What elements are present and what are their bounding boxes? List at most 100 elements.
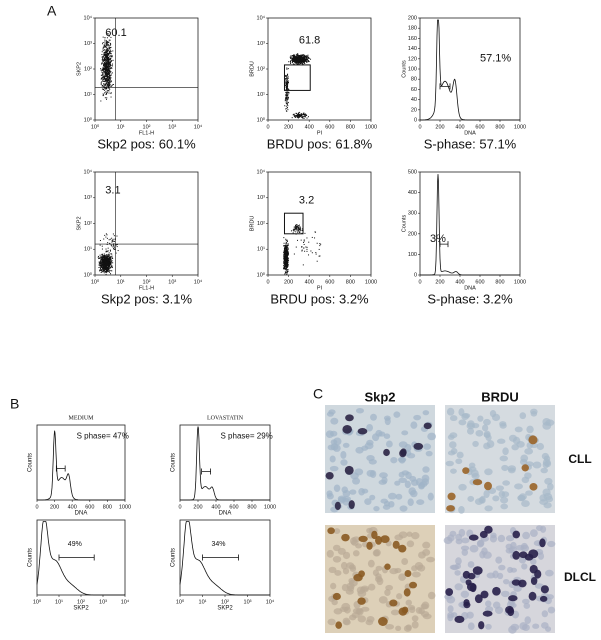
- event-dot: [103, 94, 104, 95]
- x-tick-label: 600: [229, 504, 238, 510]
- cell: [530, 409, 538, 415]
- event-dot: [285, 271, 286, 272]
- cell: [448, 434, 455, 439]
- event-dot: [110, 67, 111, 68]
- cell: [368, 560, 375, 568]
- y-tick-label: 10¹: [84, 247, 92, 253]
- cell: [412, 572, 421, 578]
- cell: [353, 550, 360, 556]
- event-dot: [105, 267, 106, 268]
- event-dot: [101, 79, 102, 80]
- event-dot: [110, 58, 111, 59]
- cell: [546, 496, 553, 502]
- event-dot: [100, 245, 101, 246]
- event-dot: [310, 250, 311, 251]
- event-dot: [110, 65, 111, 66]
- panel-label: C: [313, 386, 323, 402]
- event-dot: [104, 52, 105, 53]
- cell: [428, 592, 436, 599]
- event-dot: [104, 63, 105, 64]
- event-dot: [306, 55, 307, 56]
- stained-nucleus: [507, 607, 514, 616]
- cell: [390, 457, 397, 463]
- event-dot: [102, 249, 103, 250]
- cell: [404, 625, 412, 632]
- cell: [455, 563, 461, 569]
- event-dot: [319, 256, 320, 257]
- event-dot: [101, 63, 102, 64]
- cell: [522, 599, 530, 604]
- event-dot: [109, 69, 110, 70]
- event-dot: [112, 72, 113, 73]
- cell: [483, 443, 490, 450]
- event-dot: [310, 59, 311, 60]
- event-dot: [304, 239, 305, 240]
- event-dot: [110, 62, 111, 63]
- event-dot: [104, 72, 105, 73]
- event-dot: [284, 248, 285, 249]
- y-axis-label: Counts: [171, 548, 177, 567]
- cell: [346, 562, 354, 569]
- event-dot: [301, 54, 302, 55]
- event-dot: [110, 259, 111, 260]
- event-dot: [98, 258, 99, 259]
- cell: [502, 491, 510, 497]
- event-dot: [295, 58, 296, 59]
- event-dot: [106, 256, 107, 257]
- event-dot: [104, 253, 105, 254]
- event-dot: [107, 238, 108, 239]
- cell: [448, 605, 454, 612]
- event-dot: [295, 115, 296, 116]
- event-dot: [317, 261, 318, 262]
- x-tick-label: 200: [435, 279, 444, 285]
- event-dot: [108, 35, 109, 36]
- event-dot: [288, 260, 289, 261]
- event-dot: [109, 89, 110, 90]
- event-dot: [285, 259, 286, 260]
- stained-nucleus: [358, 428, 368, 434]
- event-dot: [109, 88, 110, 89]
- y-axis-label: Counts: [28, 453, 34, 472]
- stained-nucleus: [371, 531, 377, 539]
- event-dot: [315, 252, 316, 253]
- event-dot: [104, 84, 105, 85]
- event-dot: [103, 49, 104, 50]
- event-dot: [104, 81, 105, 82]
- plot-title: LOVASTATIN: [207, 415, 244, 421]
- stained-nucleus: [366, 542, 372, 550]
- y-tick-label: 180: [408, 26, 417, 32]
- event-dot: [104, 268, 105, 269]
- event-dot: [287, 77, 288, 78]
- event-dot: [300, 56, 301, 57]
- event-dot: [101, 82, 102, 83]
- event-dot: [305, 246, 306, 247]
- event-dot: [112, 241, 113, 242]
- event-dot: [288, 78, 289, 79]
- stained-nucleus: [409, 582, 417, 589]
- event-dot: [106, 63, 107, 64]
- event-dot: [110, 257, 111, 258]
- event-dot: [286, 271, 287, 272]
- stained-nucleus: [475, 594, 483, 603]
- cell: [369, 459, 377, 465]
- event-dot: [307, 55, 308, 56]
- event-dot: [109, 266, 110, 267]
- event-dot: [104, 45, 105, 46]
- cell: [497, 573, 503, 579]
- event-dot: [305, 114, 306, 115]
- event-dot: [109, 78, 110, 79]
- stained-nucleus: [492, 587, 501, 596]
- event-dot: [102, 51, 103, 52]
- event-dot: [283, 245, 284, 246]
- cell: [538, 552, 544, 560]
- event-dot: [105, 259, 106, 260]
- cell: [366, 424, 373, 432]
- event-dot: [107, 78, 108, 79]
- cell: [385, 624, 394, 630]
- x-tick-label: 600: [325, 124, 334, 130]
- event-dot: [103, 65, 104, 66]
- y-tick-label: 10²: [257, 66, 265, 72]
- x-tick-label: 10⁰: [91, 123, 100, 130]
- x-tick-label: 800: [247, 504, 256, 510]
- cell: [331, 439, 338, 445]
